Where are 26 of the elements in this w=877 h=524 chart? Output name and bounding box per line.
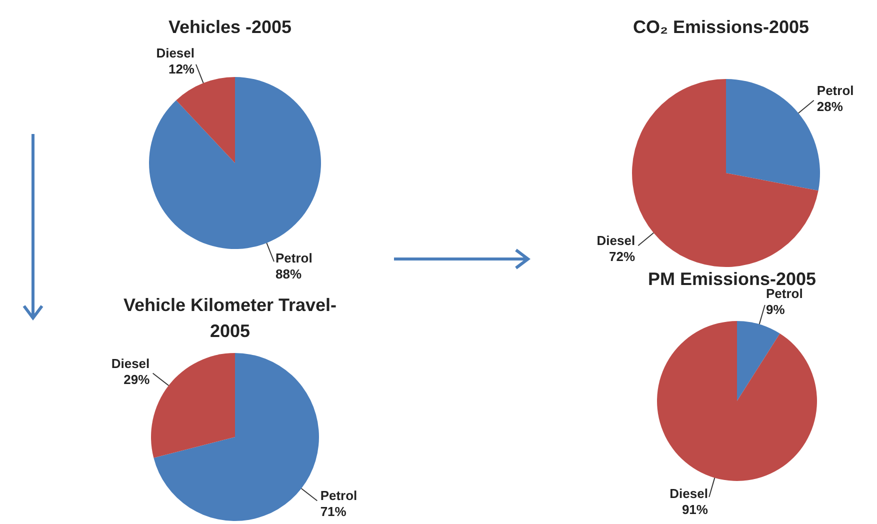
data-label: 88% [275,266,302,282]
pie-slice [176,77,235,163]
chart-title: Vehicle Kilometer Travel-2005 [122,294,338,343]
data-label: 91% [682,502,708,517]
slice-label: Diesel [156,46,195,61]
pie-slice [151,353,235,458]
pie-slice [737,321,780,401]
data-label: 29% [124,372,150,387]
slice-label: Diesel [670,486,708,501]
slice-label: Petrol [320,488,358,504]
pie-slice [154,353,319,521]
chart-title: CO₂ Emissions-2005 [632,16,810,39]
pie-slice [657,321,817,481]
data-label: 9% [766,302,786,318]
chart-title: Vehicles -2005 [167,16,293,39]
slice-label: Petrol [816,82,854,98]
data-label: 71% [320,504,347,520]
slice-label: Petrol [766,286,803,302]
chart-title: PM Emissions-2005 [646,268,818,289]
data-label: 72% [609,249,636,264]
slice-label: Diesel [111,356,150,371]
data-label: 28% [816,98,844,114]
data-label: 12% [168,62,195,77]
slice-label: Diesel [596,233,636,248]
slice-label: Petrol [275,250,312,266]
pie-slice [149,77,321,249]
